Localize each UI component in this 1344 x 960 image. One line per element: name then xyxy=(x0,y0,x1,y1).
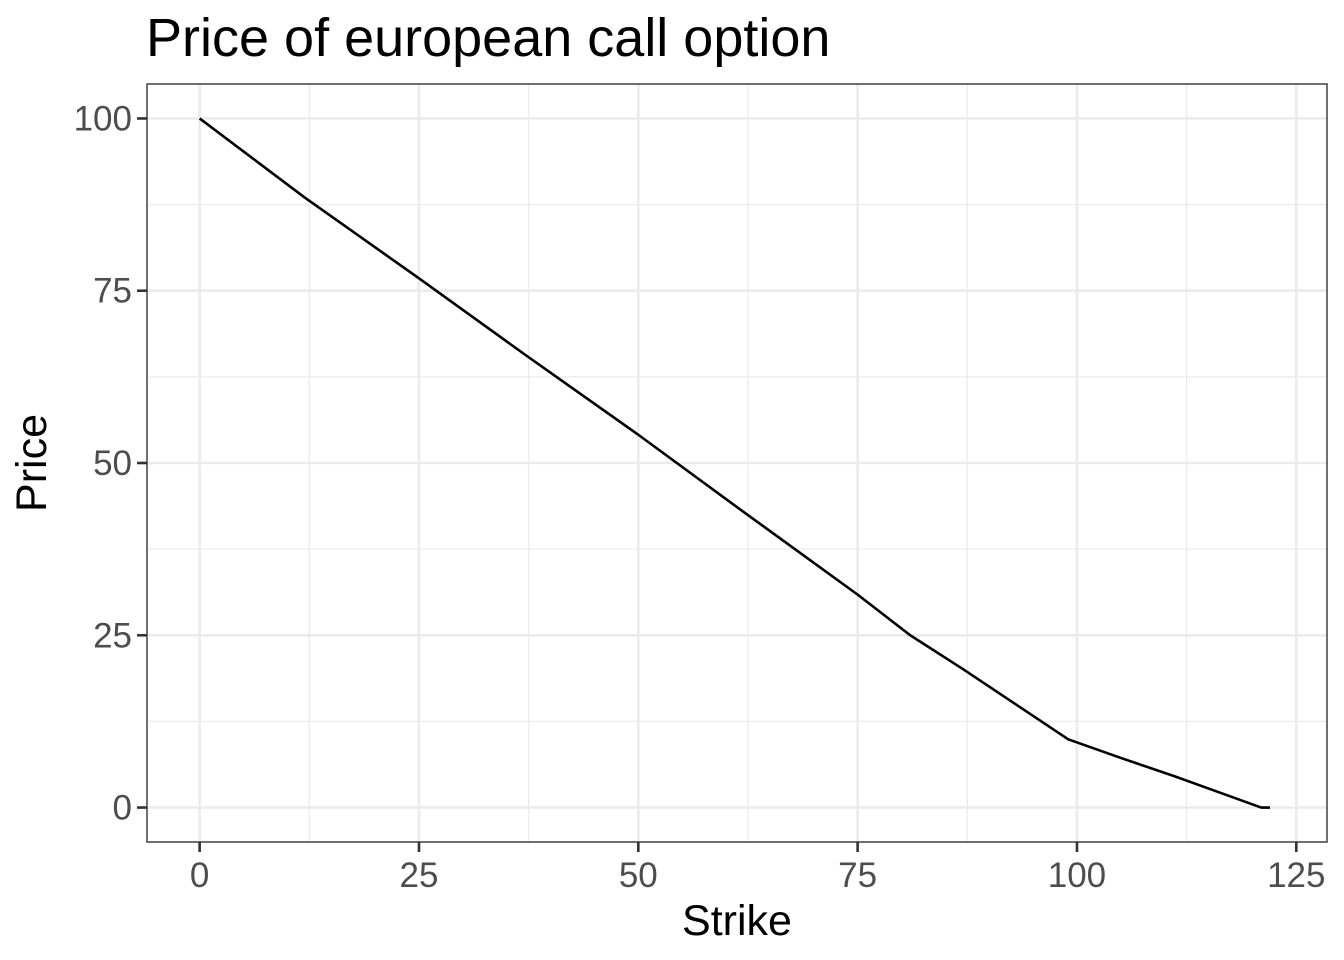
x-tick-label: 50 xyxy=(619,856,658,895)
y-tick-label: 75 xyxy=(93,272,132,311)
y-tick-label: 0 xyxy=(113,789,132,828)
y-tick-label: 100 xyxy=(74,99,132,138)
x-axis-title: Strike xyxy=(682,897,792,945)
x-tick-label: 100 xyxy=(1048,856,1106,895)
x-axis: 0 25 50 75 100 125 xyxy=(190,842,1325,895)
y-axis: 0 25 50 75 100 xyxy=(74,99,147,828)
x-tick-label: 125 xyxy=(1267,856,1325,895)
y-tick-label: 50 xyxy=(93,444,132,483)
x-tick-label: 25 xyxy=(400,856,439,895)
chart-title: Price of european call option xyxy=(146,8,830,68)
y-axis-title: Price xyxy=(8,414,56,512)
series-line xyxy=(198,117,1270,809)
major-gridlines xyxy=(147,84,1327,842)
y-tick-label: 25 xyxy=(93,616,132,655)
series-layer xyxy=(198,117,1270,809)
x-tick-label: 75 xyxy=(838,856,877,895)
x-tick-label: 0 xyxy=(190,856,209,895)
